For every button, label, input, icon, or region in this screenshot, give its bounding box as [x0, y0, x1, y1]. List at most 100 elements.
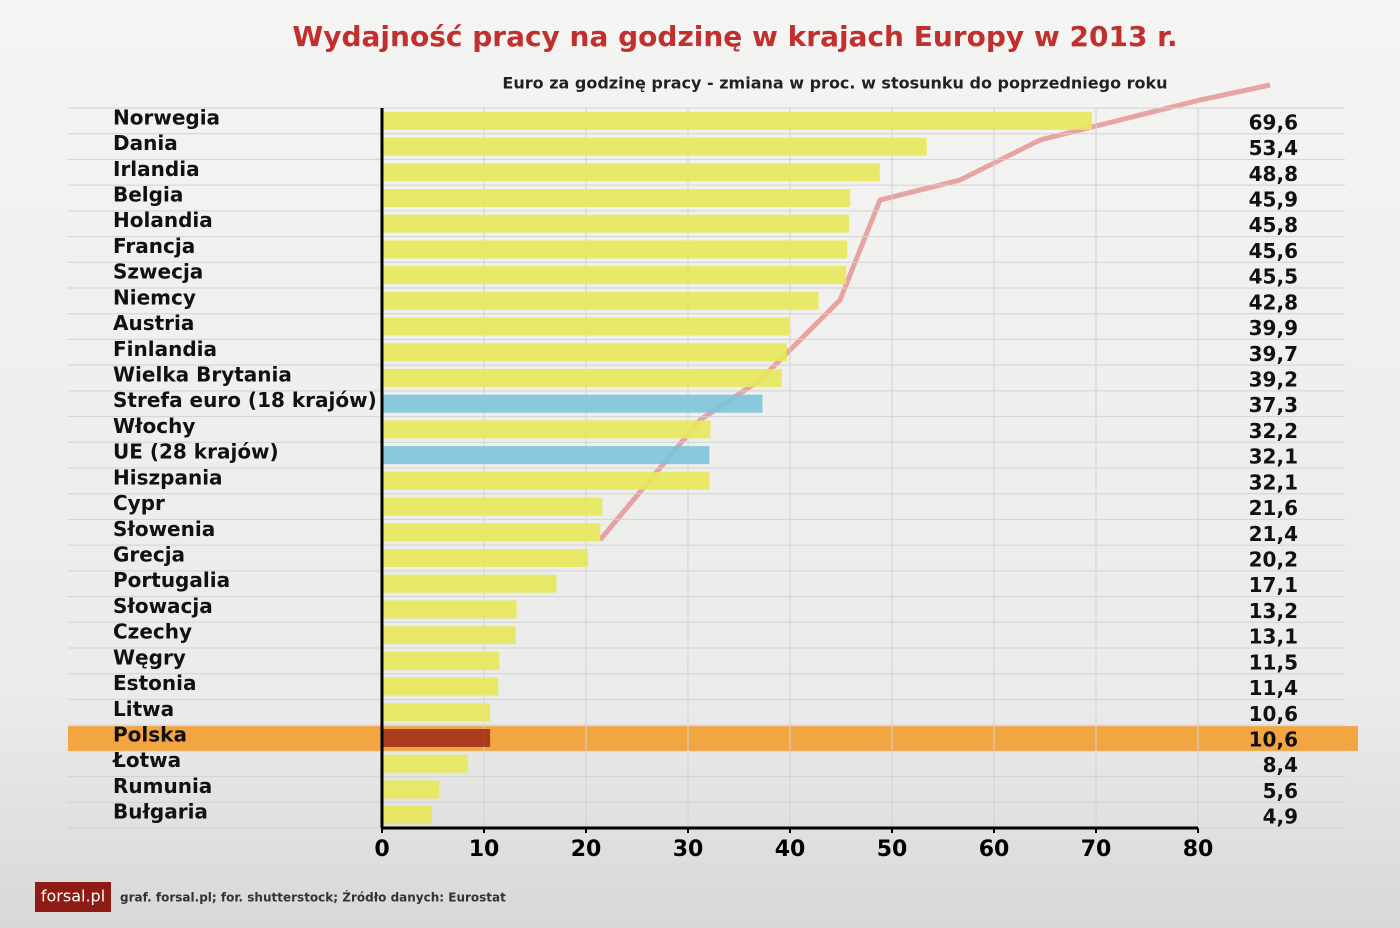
category-label: Rumunia	[113, 774, 212, 798]
value-label: 10,6	[1249, 728, 1298, 752]
x-tick-label: 30	[673, 837, 704, 862]
category-label: Wielka Brytania	[113, 363, 292, 387]
plot: 0 10 20 30 40 50 60 70 80 Norwegia 69,6 Dania 53,4 Ir…	[68, 105, 1358, 862]
bar	[382, 394, 763, 413]
value-label: 20,2	[1249, 548, 1298, 572]
value-label: 45,5	[1249, 265, 1298, 289]
x-tick-label: 70	[1081, 837, 1112, 862]
bar	[382, 343, 787, 362]
value-label: 48,8	[1249, 162, 1298, 186]
x-tick-label: 60	[979, 837, 1010, 862]
category-label: Dania	[113, 131, 178, 155]
bar	[382, 266, 847, 285]
value-label: 10,6	[1249, 702, 1298, 726]
category-label: Irlandia	[113, 157, 200, 181]
value-label: 13,2	[1249, 599, 1298, 623]
x-tick-label: 0	[374, 837, 389, 862]
value-label: 8,4	[1263, 753, 1298, 777]
x-tick-label: 10	[469, 837, 500, 862]
chart-title: Wydajność pracy na godzinę w krajach Eur…	[292, 20, 1177, 53]
category-label: Norwegia	[113, 105, 220, 129]
category-label: Słowacja	[113, 594, 213, 618]
bar	[382, 189, 851, 207]
value-label: 11,4	[1249, 676, 1298, 700]
bar	[382, 291, 819, 310]
value-label: 45,9	[1249, 188, 1298, 212]
source-note: graf. forsal.pl; for. shutterstock; Źród…	[120, 890, 506, 905]
category-label: Niemcy	[113, 285, 196, 309]
category-label: Francja	[113, 234, 195, 258]
value-label: 45,8	[1249, 213, 1298, 237]
logo-box	[35, 882, 111, 912]
value-label: 42,8	[1249, 290, 1298, 314]
bar	[382, 163, 880, 182]
value-label: 39,7	[1249, 342, 1298, 366]
bar	[382, 214, 850, 233]
value-label: 39,9	[1249, 316, 1298, 340]
x-tick-label: 20	[571, 837, 602, 862]
category-label: UE (28 krajów)	[113, 440, 279, 464]
logo: forsal.pl	[41, 887, 105, 906]
bar	[382, 651, 500, 670]
value-label: 21,4	[1249, 522, 1298, 546]
value-label: 17,1	[1249, 573, 1298, 597]
category-label: Finlandia	[113, 337, 217, 361]
bar	[382, 806, 432, 825]
category-label: Belgia	[113, 183, 183, 207]
category-label: Hiszpania	[113, 465, 223, 489]
category-label: Polska	[113, 723, 187, 747]
bar	[382, 317, 789, 336]
bar	[382, 703, 491, 722]
value-label: 39,2	[1249, 368, 1298, 392]
x-tick-label: 80	[1183, 837, 1214, 862]
category-label: Grecja	[113, 543, 185, 567]
bar	[382, 111, 1092, 130]
bar	[382, 600, 517, 619]
category-label: Cypr	[113, 491, 165, 515]
category-label: Estonia	[113, 671, 196, 695]
value-label: 45,6	[1249, 239, 1298, 263]
value-label: 69,6	[1249, 110, 1298, 134]
x-tick-label: 40	[775, 837, 806, 862]
category-label: Strefa euro (18 krajów)	[113, 388, 377, 412]
bar	[382, 446, 710, 465]
value-label: 53,4	[1249, 136, 1298, 160]
x-tick-label: 50	[877, 837, 908, 862]
value-label: 11,5	[1249, 650, 1298, 674]
value-label: 37,3	[1249, 393, 1298, 417]
bar	[382, 137, 927, 156]
value-label: 21,6	[1249, 496, 1298, 520]
category-label: Węgry	[113, 645, 186, 669]
category-label: Łotwa	[112, 748, 181, 772]
bar	[382, 780, 440, 799]
category-label: Szwecja	[113, 260, 203, 284]
bar	[382, 420, 711, 439]
value-label: 32,2	[1249, 419, 1298, 443]
bar	[382, 626, 516, 645]
value-label: 32,1	[1249, 470, 1298, 494]
bar	[382, 549, 589, 567]
bar	[382, 729, 491, 747]
bar	[382, 240, 848, 259]
category-label: Włochy	[113, 414, 195, 438]
category-label: Bułgaria	[113, 800, 208, 824]
value-label: 32,1	[1249, 445, 1298, 469]
category-label: Czechy	[113, 620, 192, 644]
category-label: Austria	[113, 311, 194, 335]
category-label: Litwa	[113, 697, 174, 721]
value-label: 5,6	[1263, 779, 1298, 803]
bar	[382, 754, 468, 773]
bar	[382, 677, 499, 696]
bar	[382, 497, 603, 516]
category-label: Słowenia	[113, 517, 215, 541]
row-highlight	[68, 726, 1358, 751]
value-label: 4,9	[1263, 805, 1298, 829]
chart-subtitle: Euro za godzinę pracy - zmiana w proc. w…	[502, 74, 1167, 93]
bar	[382, 574, 557, 593]
bar	[382, 523, 601, 542]
value-label: 13,1	[1249, 625, 1298, 649]
category-label: Portugalia	[113, 568, 230, 592]
category-label: Holandia	[113, 208, 213, 232]
